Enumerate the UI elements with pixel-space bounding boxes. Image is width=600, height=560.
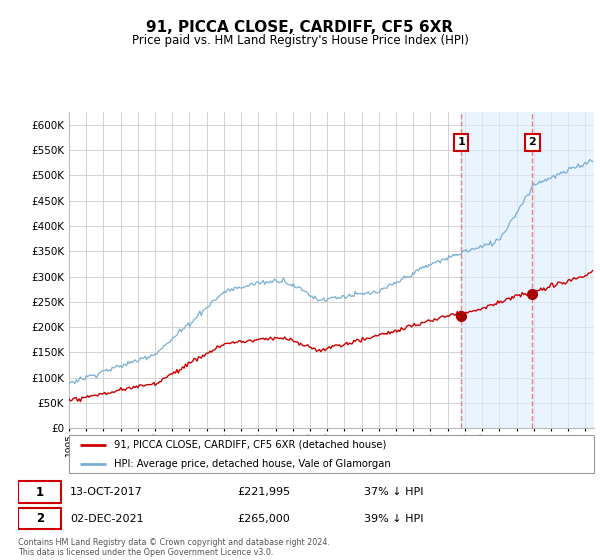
Text: 37% ↓ HPI: 37% ↓ HPI <box>364 487 423 497</box>
Text: 91, PICCA CLOSE, CARDIFF, CF5 6XR: 91, PICCA CLOSE, CARDIFF, CF5 6XR <box>146 20 454 35</box>
Text: 1: 1 <box>36 486 44 498</box>
Text: 2: 2 <box>36 512 44 525</box>
Text: 02-DEC-2021: 02-DEC-2021 <box>70 514 143 524</box>
Text: 1: 1 <box>457 137 465 147</box>
Text: £265,000: £265,000 <box>237 514 290 524</box>
FancyBboxPatch shape <box>69 435 594 473</box>
FancyBboxPatch shape <box>18 482 61 503</box>
Bar <box>461 112 600 428</box>
Text: Contains HM Land Registry data © Crown copyright and database right 2024.
This d: Contains HM Land Registry data © Crown c… <box>18 538 330 557</box>
Text: 39% ↓ HPI: 39% ↓ HPI <box>364 514 423 524</box>
Text: Price paid vs. HM Land Registry's House Price Index (HPI): Price paid vs. HM Land Registry's House … <box>131 34 469 46</box>
Text: 91, PICCA CLOSE, CARDIFF, CF5 6XR (detached house): 91, PICCA CLOSE, CARDIFF, CF5 6XR (detac… <box>113 440 386 450</box>
Text: £221,995: £221,995 <box>237 487 290 497</box>
Text: HPI: Average price, detached house, Vale of Glamorgan: HPI: Average price, detached house, Vale… <box>113 459 391 469</box>
FancyBboxPatch shape <box>18 508 61 529</box>
Text: 2: 2 <box>529 137 536 147</box>
Text: 13-OCT-2017: 13-OCT-2017 <box>70 487 143 497</box>
